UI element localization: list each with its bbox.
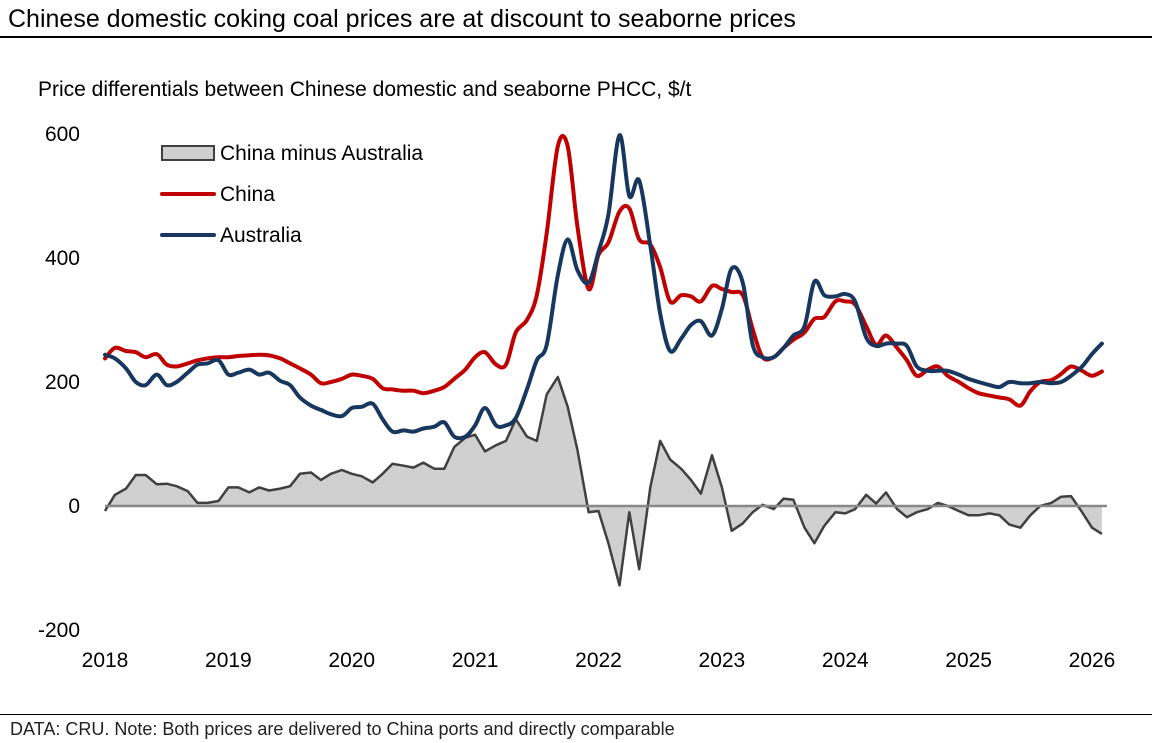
x-tick-label: 2023 bbox=[699, 649, 746, 672]
x-tick-label: 2024 bbox=[822, 649, 869, 672]
footer-rule bbox=[0, 714, 1152, 715]
y-tick-label: 400 bbox=[45, 247, 80, 270]
y-tick-label: 600 bbox=[45, 123, 80, 146]
x-tick-label: 2019 bbox=[205, 649, 252, 672]
chart-title: Chinese domestic coking coal prices are … bbox=[8, 5, 796, 33]
chart-subtitle: Price differentials between Chinese dome… bbox=[38, 78, 691, 101]
footer-note: DATA: CRU. Note: Both prices are deliver… bbox=[10, 719, 675, 739]
legend-label-australia: Australia bbox=[220, 224, 302, 247]
y-tick-label: -200 bbox=[38, 619, 80, 642]
y-tick-labels: 600 400 200 0 -200 bbox=[38, 123, 80, 642]
series-line-china-minus-australia bbox=[103, 375, 1103, 587]
series-line-australia bbox=[103, 133, 1104, 441]
x-tick-label: 2025 bbox=[945, 649, 992, 672]
x-tick-label: 2022 bbox=[575, 649, 622, 672]
x-tick-label: 2020 bbox=[328, 649, 375, 672]
series-area-china-minus-australia bbox=[105, 377, 1102, 586]
legend-label-china: China bbox=[220, 183, 275, 206]
x-tick-label: 2026 bbox=[1069, 649, 1116, 672]
legend: China minus Australia China Australia bbox=[160, 142, 423, 247]
x-tick-label: 2021 bbox=[452, 649, 499, 672]
series-line-china bbox=[103, 133, 1104, 408]
legend-label-china-minus-australia: China minus Australia bbox=[220, 142, 423, 165]
title-rule bbox=[0, 36, 1152, 38]
area-layer bbox=[103, 375, 1103, 587]
y-tick-label: 200 bbox=[45, 371, 80, 394]
x-tick-label: 2018 bbox=[82, 649, 129, 672]
x-tick-labels: 2018 2019 2020 2021 2022 2023 2024 2025 2026 bbox=[82, 649, 1116, 672]
line-layer bbox=[103, 133, 1104, 441]
y-tick-label: 0 bbox=[68, 495, 80, 518]
legend-swatch-china-minus-australia bbox=[161, 145, 215, 161]
